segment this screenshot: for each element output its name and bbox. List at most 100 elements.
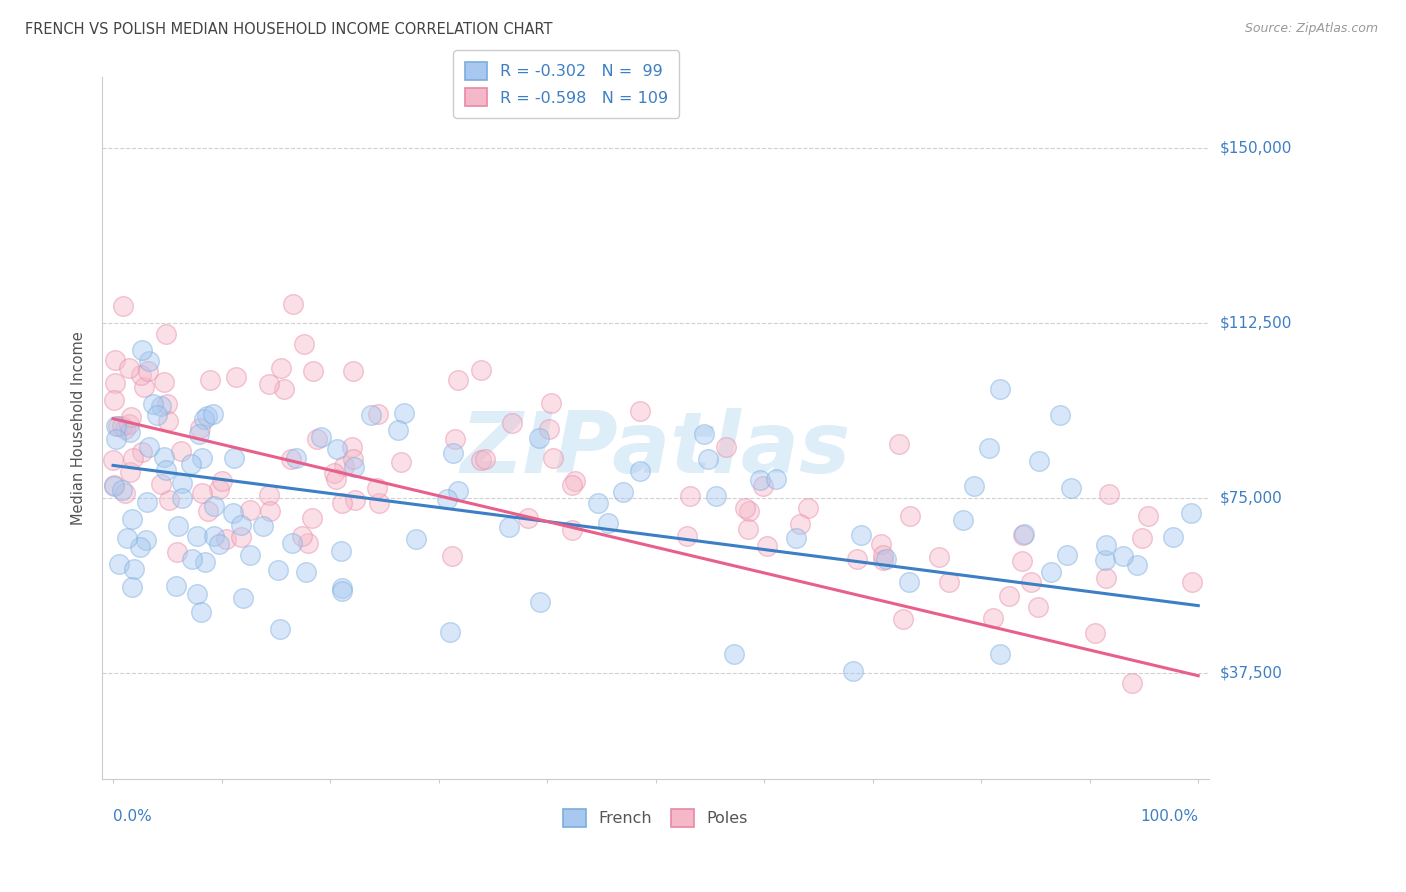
- Text: $37,500: $37,500: [1220, 666, 1284, 681]
- Point: [120, 409, 142, 424]
- Point: [1094, 552, 1116, 566]
- Point: [342, 440, 364, 454]
- Point: [225, 370, 247, 384]
- Point: [270, 360, 292, 375]
- Point: [103, 479, 125, 493]
- Point: [155, 463, 177, 477]
- Point: [104, 376, 127, 391]
- Point: [194, 554, 217, 568]
- Point: [118, 465, 141, 479]
- Point: [540, 396, 562, 410]
- Point: [103, 477, 125, 491]
- Point: [872, 552, 894, 566]
- Point: [541, 450, 564, 465]
- Point: [259, 504, 281, 518]
- Point: [131, 444, 153, 458]
- Point: [529, 594, 551, 608]
- Point: [1011, 554, 1033, 568]
- Point: [752, 479, 775, 493]
- Point: [1039, 565, 1062, 579]
- Point: [738, 504, 761, 518]
- Point: [122, 562, 145, 576]
- Point: [165, 579, 187, 593]
- Legend: French, Poles: French, Poles: [557, 803, 754, 834]
- Point: [981, 611, 1004, 625]
- Point: [405, 533, 427, 547]
- Point: [208, 537, 231, 551]
- Point: [693, 426, 716, 441]
- Point: [238, 503, 260, 517]
- Point: [115, 532, 138, 546]
- Point: [190, 606, 212, 620]
- Point: [167, 519, 190, 533]
- Point: [1130, 531, 1153, 545]
- Point: [135, 533, 157, 548]
- Point: [1049, 409, 1071, 423]
- Point: [443, 432, 465, 446]
- Point: [172, 491, 194, 505]
- Point: [104, 353, 127, 368]
- Point: [131, 343, 153, 357]
- Text: 100.0%: 100.0%: [1140, 809, 1198, 824]
- Point: [470, 363, 492, 377]
- Point: [156, 397, 179, 411]
- Point: [101, 453, 124, 467]
- Point: [330, 496, 353, 510]
- Point: [181, 551, 204, 566]
- Point: [333, 458, 356, 473]
- Point: [988, 647, 1011, 661]
- Point: [977, 441, 1000, 455]
- Point: [232, 591, 254, 606]
- Point: [367, 496, 389, 510]
- Point: [108, 557, 131, 571]
- Point: [156, 413, 179, 427]
- Point: [470, 453, 492, 467]
- Point: [118, 360, 141, 375]
- Point: [963, 479, 986, 493]
- Point: [998, 589, 1021, 603]
- Text: $150,000: $150,000: [1220, 140, 1292, 155]
- Point: [305, 432, 328, 446]
- Point: [927, 550, 949, 565]
- Point: [1060, 481, 1083, 495]
- Point: [311, 430, 333, 444]
- Point: [191, 451, 214, 466]
- Point: [280, 536, 302, 550]
- Point: [1181, 575, 1204, 590]
- Point: [501, 417, 523, 431]
- Point: [697, 452, 720, 467]
- Y-axis label: Median Household Income: Median Household Income: [72, 331, 86, 524]
- Point: [1136, 508, 1159, 523]
- Point: [842, 664, 865, 678]
- Text: 0.0%: 0.0%: [112, 809, 152, 824]
- Point: [150, 399, 173, 413]
- Point: [723, 647, 745, 661]
- Point: [170, 444, 193, 458]
- Point: [215, 532, 238, 546]
- Point: [561, 478, 583, 492]
- Point: [1094, 571, 1116, 585]
- Point: [252, 518, 274, 533]
- Point: [897, 575, 920, 590]
- Point: [202, 408, 225, 422]
- Point: [498, 520, 520, 534]
- Point: [273, 383, 295, 397]
- Point: [153, 450, 176, 464]
- Point: [714, 440, 737, 454]
- Point: [1095, 538, 1118, 552]
- Point: [1056, 548, 1078, 562]
- Point: [280, 452, 302, 467]
- Point: [872, 548, 894, 562]
- Point: [285, 450, 308, 465]
- Point: [142, 397, 165, 411]
- Point: [893, 612, 915, 626]
- Point: [612, 485, 634, 500]
- Text: FRENCH VS POLISH MEDIAN HOUSEHOLD INCOME CORRELATION CHART: FRENCH VS POLISH MEDIAN HOUSEHOLD INCOME…: [25, 22, 553, 37]
- Point: [301, 511, 323, 525]
- Point: [191, 486, 214, 500]
- Point: [121, 580, 143, 594]
- Point: [596, 516, 619, 530]
- Point: [322, 466, 344, 480]
- Point: [1084, 625, 1107, 640]
- Point: [200, 373, 222, 387]
